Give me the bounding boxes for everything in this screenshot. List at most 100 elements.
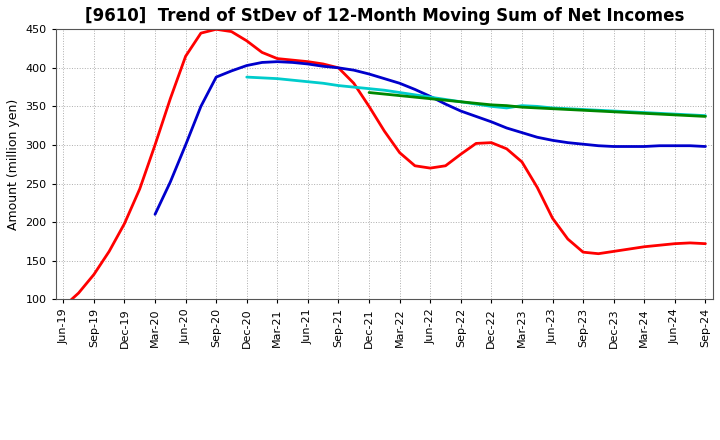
3 Years — [319, 61, 328, 66]
5 Years — [625, 144, 634, 149]
10 Years — [441, 98, 450, 103]
7 Years — [670, 111, 679, 117]
5 Years — [181, 142, 190, 147]
7 Years — [548, 105, 557, 110]
Title: [9610]  Trend of StDev of 12-Month Moving Sum of Net Incomes: [9610] Trend of StDev of 12-Month Moving… — [85, 7, 684, 25]
10 Years — [655, 111, 664, 117]
3 Years — [503, 146, 511, 151]
5 Years — [487, 119, 495, 125]
7 Years — [441, 97, 450, 102]
5 Years — [503, 125, 511, 131]
7 Years — [579, 107, 588, 112]
5 Years — [227, 68, 235, 73]
10 Years — [548, 106, 557, 111]
7 Years — [472, 102, 480, 107]
3 Years — [243, 38, 251, 44]
3 Years — [456, 151, 465, 157]
10 Years — [625, 110, 634, 115]
3 Years — [181, 54, 190, 59]
5 Years — [395, 81, 404, 86]
7 Years — [533, 104, 541, 109]
3 Years — [426, 165, 435, 171]
7 Years — [609, 108, 618, 114]
5 Years — [426, 94, 435, 99]
3 Years — [579, 249, 588, 255]
7 Years — [395, 90, 404, 95]
3 Years — [197, 30, 205, 36]
10 Years — [640, 111, 649, 116]
7 Years — [319, 81, 328, 86]
3 Years — [89, 272, 98, 277]
5 Years — [197, 104, 205, 109]
3 Years — [258, 50, 266, 55]
10 Years — [564, 107, 572, 112]
10 Years — [670, 112, 679, 117]
3 Years — [594, 251, 603, 257]
7 Years — [380, 88, 389, 93]
5 Years — [564, 140, 572, 145]
5 Years — [456, 108, 465, 114]
7 Years — [349, 84, 358, 90]
3 Years — [625, 246, 634, 252]
3 Years — [441, 163, 450, 169]
5 Years — [472, 114, 480, 119]
7 Years — [640, 110, 649, 115]
3 Years — [273, 56, 282, 61]
10 Years — [579, 108, 588, 113]
3 Years — [410, 163, 419, 169]
5 Years — [441, 102, 450, 107]
3 Years — [609, 249, 618, 254]
10 Years — [472, 101, 480, 106]
10 Years — [686, 113, 695, 118]
7 Years — [410, 92, 419, 98]
10 Years — [365, 90, 374, 95]
5 Years — [594, 143, 603, 148]
7 Years — [273, 76, 282, 81]
5 Years — [319, 64, 328, 69]
5 Years — [410, 87, 419, 92]
7 Years — [334, 83, 343, 88]
10 Years — [456, 99, 465, 104]
5 Years — [609, 144, 618, 149]
5 Years — [548, 138, 557, 143]
10 Years — [410, 95, 419, 100]
5 Years — [365, 71, 374, 77]
5 Years — [518, 130, 526, 135]
3 Years — [472, 141, 480, 146]
7 Years — [365, 86, 374, 92]
3 Years — [380, 128, 389, 134]
3 Years — [395, 150, 404, 155]
7 Years — [625, 109, 634, 114]
10 Years — [487, 102, 495, 107]
3 Years — [334, 65, 343, 70]
3 Years — [701, 241, 710, 246]
5 Years — [701, 144, 710, 149]
Y-axis label: Amount (million yen): Amount (million yen) — [7, 99, 20, 230]
7 Years — [518, 103, 526, 108]
5 Years — [166, 180, 175, 185]
5 Years — [655, 143, 664, 148]
7 Years — [304, 79, 312, 84]
7 Years — [701, 113, 710, 118]
5 Years — [686, 143, 695, 148]
Line: 7 Years: 7 Years — [247, 77, 706, 116]
10 Years — [503, 103, 511, 108]
5 Years — [243, 63, 251, 68]
5 Years — [334, 65, 343, 70]
3 Years — [166, 96, 175, 101]
3 Years — [365, 104, 374, 109]
3 Years — [487, 140, 495, 145]
10 Years — [609, 109, 618, 114]
Line: 5 Years: 5 Years — [155, 62, 706, 214]
3 Years — [150, 142, 159, 147]
7 Years — [288, 77, 297, 83]
7 Years — [243, 74, 251, 80]
5 Years — [579, 142, 588, 147]
7 Years — [594, 108, 603, 113]
3 Years — [686, 240, 695, 246]
3 Years — [518, 159, 526, 165]
7 Years — [564, 106, 572, 111]
7 Years — [503, 105, 511, 110]
3 Years — [533, 185, 541, 190]
7 Years — [258, 75, 266, 81]
